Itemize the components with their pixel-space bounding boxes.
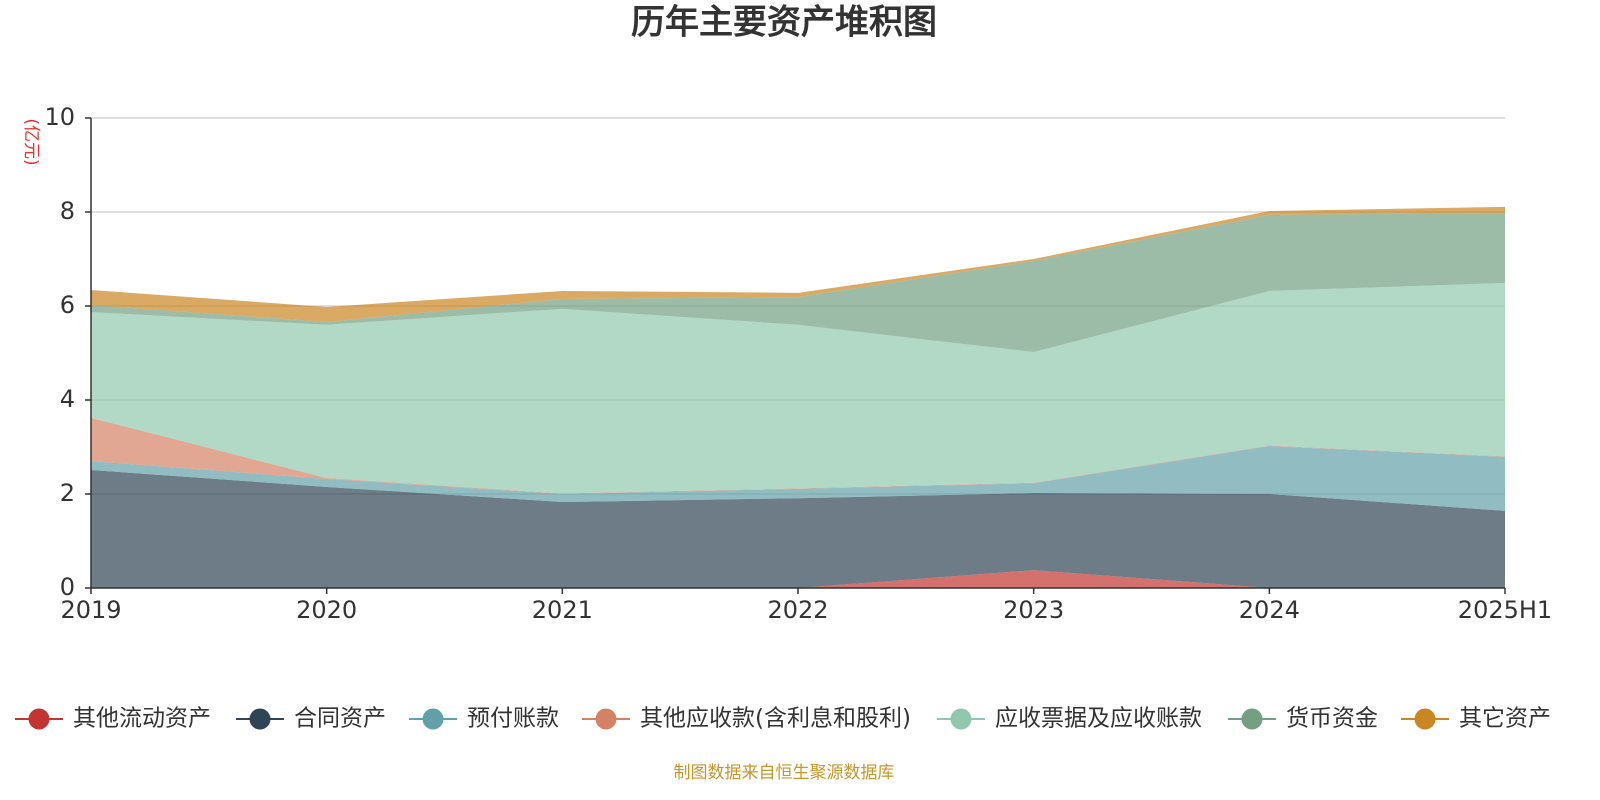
area-other-assets	[91, 206, 1505, 322]
legend-label: 其他应收款(含利息和股利)	[640, 706, 911, 732]
legend-circle-icon	[28, 708, 50, 730]
legend-circle-icon	[1414, 708, 1436, 730]
x-tick-label: 2019	[60, 596, 121, 624]
legend-item-other-assets[interactable]: 其它资产	[1401, 706, 1551, 732]
legend-item-contract-assets[interactable]: 合同资产	[236, 706, 386, 732]
area-prepayments	[91, 446, 1505, 511]
y-tick-label: 0	[60, 573, 75, 601]
legend: 其他流动资产 合同资产 预付账款 其他应收款(含利息和股利) 应收票据及应收账款…	[15, 706, 1551, 732]
area-series-group	[91, 206, 1505, 588]
x-tick-label: 2024	[1239, 596, 1300, 624]
legend-circle-icon	[249, 708, 271, 730]
data-source-note: 制图数据来自恒生聚源数据库	[674, 763, 895, 783]
y-tick-label: 4	[60, 385, 75, 413]
legend-item-other-receivables[interactable]: 其他应收款(含利息和股利)	[582, 706, 911, 732]
y-tick-label: 8	[60, 197, 75, 225]
legend-circle-icon	[422, 708, 444, 730]
legend-circle-icon	[595, 708, 617, 730]
y-tick-label: 6	[60, 291, 75, 319]
legend-item-prepayments[interactable]: 预付账款	[409, 706, 559, 732]
area-notes-and-accounts-receivable	[91, 282, 1505, 494]
x-tick-label: 2023	[1003, 596, 1064, 624]
legend-circle-icon	[1241, 708, 1263, 730]
x-tick-label: 2021	[532, 596, 593, 624]
legend-label: 其它资产	[1459, 706, 1551, 732]
legend-label: 合同资产	[294, 706, 386, 732]
y-axis-unit-label: (亿元)	[21, 118, 41, 165]
chart-title: 历年主要资产堆积图	[631, 3, 937, 43]
legend-label: 其他流动资产	[73, 706, 211, 732]
legend-item-notes-and-accounts-receivable[interactable]: 应收票据及应收账款	[937, 706, 1202, 732]
x-tick-label: 2025H1	[1458, 596, 1552, 624]
y-tick-label: 10	[44, 103, 75, 131]
area-other-current-assets	[91, 570, 1505, 588]
axes: 0 2 4 6 8 10 2019 2020 2021 2022 2023 2024 2025H1	[44, 103, 1552, 624]
legend-label: 货币资金	[1286, 706, 1378, 732]
area-contract-assets	[91, 470, 1505, 588]
area-cash	[91, 212, 1505, 353]
legend-label: 预付账款	[467, 706, 559, 732]
x-tick-label: 2022	[767, 596, 828, 624]
x-tick-label: 2020	[296, 596, 357, 624]
legend-label: 应收票据及应收账款	[995, 706, 1202, 732]
y-tick-label: 2	[60, 479, 75, 507]
legend-circle-icon	[950, 708, 972, 730]
legend-item-other-current-assets[interactable]: 其他流动资产	[15, 706, 211, 732]
legend-item-cash[interactable]: 货币资金	[1228, 706, 1378, 732]
